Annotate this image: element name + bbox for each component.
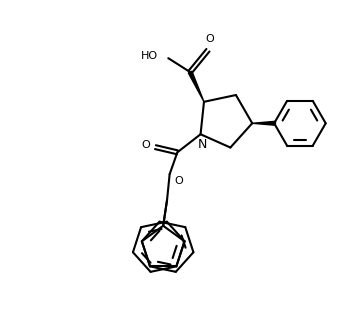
Text: HO: HO [141, 51, 158, 61]
Text: O: O [175, 176, 183, 186]
Polygon shape [188, 71, 204, 102]
Text: O: O [142, 140, 150, 150]
Text: N: N [198, 138, 207, 151]
Polygon shape [252, 121, 275, 125]
Text: O: O [205, 34, 214, 44]
